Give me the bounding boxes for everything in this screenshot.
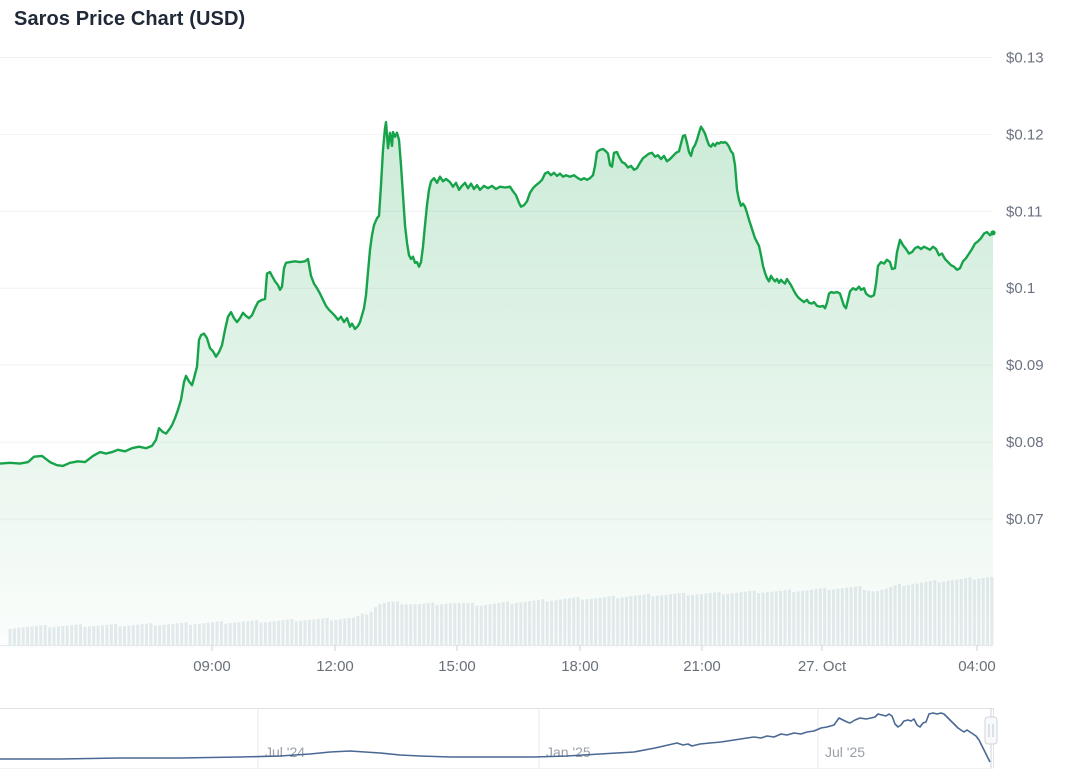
navigator-axis-label: Jul '25 [825,744,865,760]
y-axis-label: $0.11 [1006,203,1042,220]
y-axis-label: $0.13 [1006,49,1044,66]
y-axis-label: $0.08 [1006,434,1044,451]
y-axis-label: $0.1 [1006,280,1035,297]
last-point-marker [990,230,996,236]
navigator-handle[interactable] [984,708,998,768]
x-axis-label: 09:00 [193,658,231,675]
navigator-axis-label: Jul '24 [265,744,305,760]
navigator[interactable]: Jul '24 Jan '25 Jul '25 [0,708,998,769]
x-axis-label: 18:00 [561,658,599,675]
x-axis-label: 27. Oct [798,658,847,675]
y-axis-label: $0.12 [1006,126,1044,143]
navigator-axis-label: Jan '25 [546,744,591,760]
x-axis-label: 04:00 [958,658,996,675]
y-axis-labels: $0.13 $0.12 $0.11 $0.1 $0.09 $0.08 $0.07 [1006,49,1044,528]
plot-area[interactable] [0,45,993,645]
price-area [0,122,993,649]
page-title: Saros Price Chart (USD) [14,8,246,30]
y-axis-label: $0.07 [1006,511,1044,528]
x-axis-label: 12:00 [316,658,354,675]
price-line [0,120,995,468]
navigator-handle-grip-box[interactable] [984,716,998,745]
navigator-series-line [0,712,991,763]
x-axis-label: 15:00 [438,658,476,675]
x-axis-label: 21:00 [683,658,721,675]
y-axis-label: $0.09 [1006,357,1044,374]
x-axis: 09:00 12:00 15:00 18:00 21:00 27. Oct 04:00 [193,645,996,675]
